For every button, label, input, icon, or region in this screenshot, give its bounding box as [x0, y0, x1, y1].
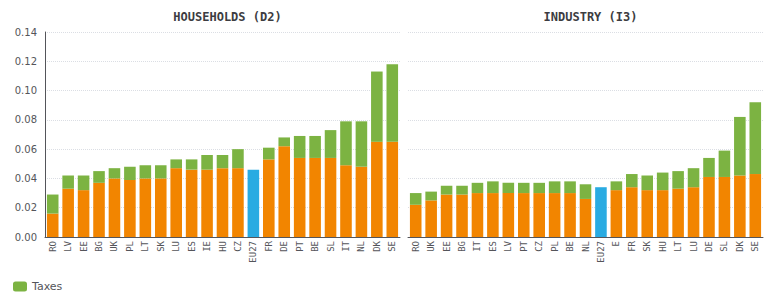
svg-text:SE: SE: [750, 241, 760, 252]
svg-text:DK: DK: [372, 240, 382, 251]
svg-text:CZ: CZ: [534, 240, 544, 251]
svg-text:BG: BG: [457, 241, 467, 252]
svg-text:ES: ES: [187, 241, 197, 252]
svg-text:0.00: 0.00: [15, 232, 37, 243]
svg-text:0.10: 0.10: [15, 85, 37, 96]
svg-text:LU: LU: [171, 241, 181, 252]
svg-text:CZ: CZ: [233, 240, 243, 251]
svg-text:Taxes: Taxes: [31, 280, 63, 293]
svg-text:HOUSEHOLDS (D2): HOUSEHOLDS (D2): [173, 10, 281, 24]
svg-text:INDUSTRY (I3): INDUSTRY (I3): [544, 10, 638, 24]
svg-text:ES: ES: [488, 241, 498, 252]
svg-text:FR: FR: [627, 240, 637, 251]
svg-text:PL: PL: [550, 241, 560, 252]
svg-text:0.12: 0.12: [15, 56, 37, 67]
svg-text:LV: LV: [503, 240, 513, 251]
svg-text:RO: RO: [48, 241, 58, 252]
svg-text:UK: UK: [109, 240, 119, 251]
svg-text:LT: LT: [140, 240, 150, 251]
svg-text:IT: IT: [341, 240, 351, 251]
svg-text:0.08: 0.08: [15, 114, 37, 125]
svg-text:SE: SE: [387, 241, 397, 252]
svg-text:LT: LT: [673, 240, 683, 251]
svg-text:0.14: 0.14: [15, 27, 37, 38]
svg-text:BG: BG: [94, 241, 104, 252]
svg-text:NL: NL: [581, 241, 591, 252]
svg-text:SL: SL: [719, 241, 729, 252]
svg-text:EU27: EU27: [248, 241, 258, 263]
svg-text:SK: SK: [642, 240, 652, 251]
svg-text:FR: FR: [264, 240, 274, 251]
svg-text:E: E: [611, 241, 621, 246]
svg-text:IT: IT: [472, 240, 482, 251]
svg-text:0.04: 0.04: [15, 173, 37, 184]
svg-text:PT: PT: [295, 240, 305, 251]
svg-text:DK: DK: [735, 240, 745, 251]
svg-text:DE: DE: [704, 241, 714, 252]
svg-text:BE: BE: [565, 241, 575, 252]
svg-text:HU: HU: [218, 241, 228, 252]
svg-text:RO: RO: [411, 241, 421, 252]
svg-text:EE: EE: [79, 241, 89, 252]
svg-text:NL: NL: [356, 241, 366, 252]
svg-text:PT: PT: [519, 240, 529, 251]
svg-text:UK: UK: [426, 240, 436, 251]
svg-text:PL: PL: [125, 241, 135, 252]
svg-text:0.02: 0.02: [15, 202, 37, 213]
svg-text:SK: SK: [156, 240, 166, 251]
svg-text:IE: IE: [202, 241, 212, 252]
svg-text:EU27: EU27: [596, 241, 606, 263]
svg-text:LV: LV: [63, 240, 73, 251]
svg-text:LU: LU: [689, 241, 699, 252]
svg-text:EE: EE: [442, 241, 452, 252]
svg-text:SL: SL: [326, 241, 336, 252]
svg-text:HU: HU: [658, 241, 668, 252]
svg-text:0.06: 0.06: [15, 144, 37, 155]
svg-text:BE: BE: [310, 241, 320, 252]
svg-text:DE: DE: [279, 241, 289, 252]
